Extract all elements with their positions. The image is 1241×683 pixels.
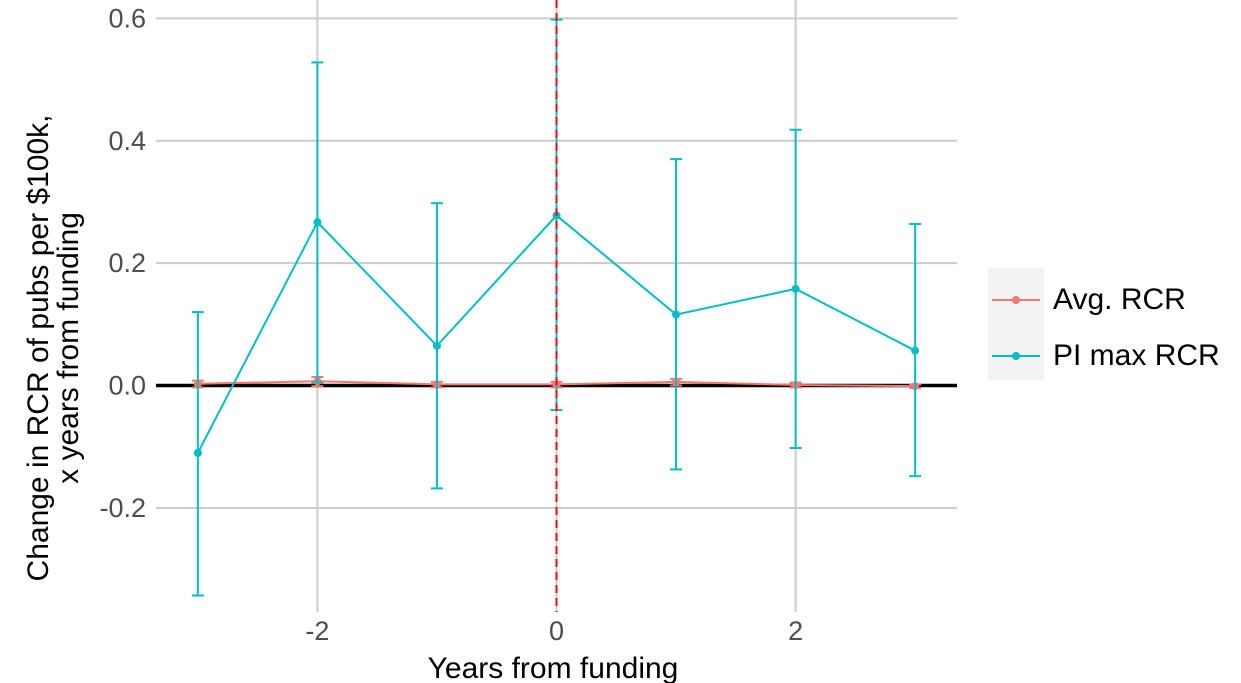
legend-key-background xyxy=(988,268,1044,380)
legend-label-avg-rcr: Avg. RCR xyxy=(1053,283,1186,316)
x-tick-labels: -2 0 2 xyxy=(305,616,803,646)
y-axis-title-line-1: Change in RCR of pubs per $100k, xyxy=(22,115,55,582)
y-tick-label: 0.0 xyxy=(108,371,146,401)
y-tick-label: 0.6 xyxy=(108,3,146,33)
legend-key-point xyxy=(1012,352,1020,360)
x-tick-label: -2 xyxy=(305,616,329,646)
x-axis-title: Years from funding xyxy=(428,652,679,683)
data-point xyxy=(313,218,322,227)
y-tick-labels: -0.2 0.0 0.2 0.4 0.6 xyxy=(99,3,146,523)
legend-key-point xyxy=(1012,296,1020,304)
legend: Avg. RCR PI max RCR xyxy=(988,268,1220,380)
y-axis-title: Change in RCR of pubs per $100k, x years… xyxy=(22,115,85,582)
y-axis-title-line-2: x years from funding xyxy=(52,212,85,484)
data-point xyxy=(672,310,681,319)
legend-label-pi-max-rcr: PI max RCR xyxy=(1053,339,1220,372)
legend-keys xyxy=(992,296,1040,360)
x-tick-label: 2 xyxy=(788,616,803,646)
x-tick-label: 0 xyxy=(549,616,564,646)
y-tick-label: 0.4 xyxy=(108,126,146,156)
data-point xyxy=(791,284,800,293)
data-point xyxy=(193,448,202,457)
data-point xyxy=(432,341,441,350)
y-tick-label: -0.2 xyxy=(99,493,146,523)
y-tick-label: 0.2 xyxy=(108,248,146,278)
data-point xyxy=(911,346,920,355)
